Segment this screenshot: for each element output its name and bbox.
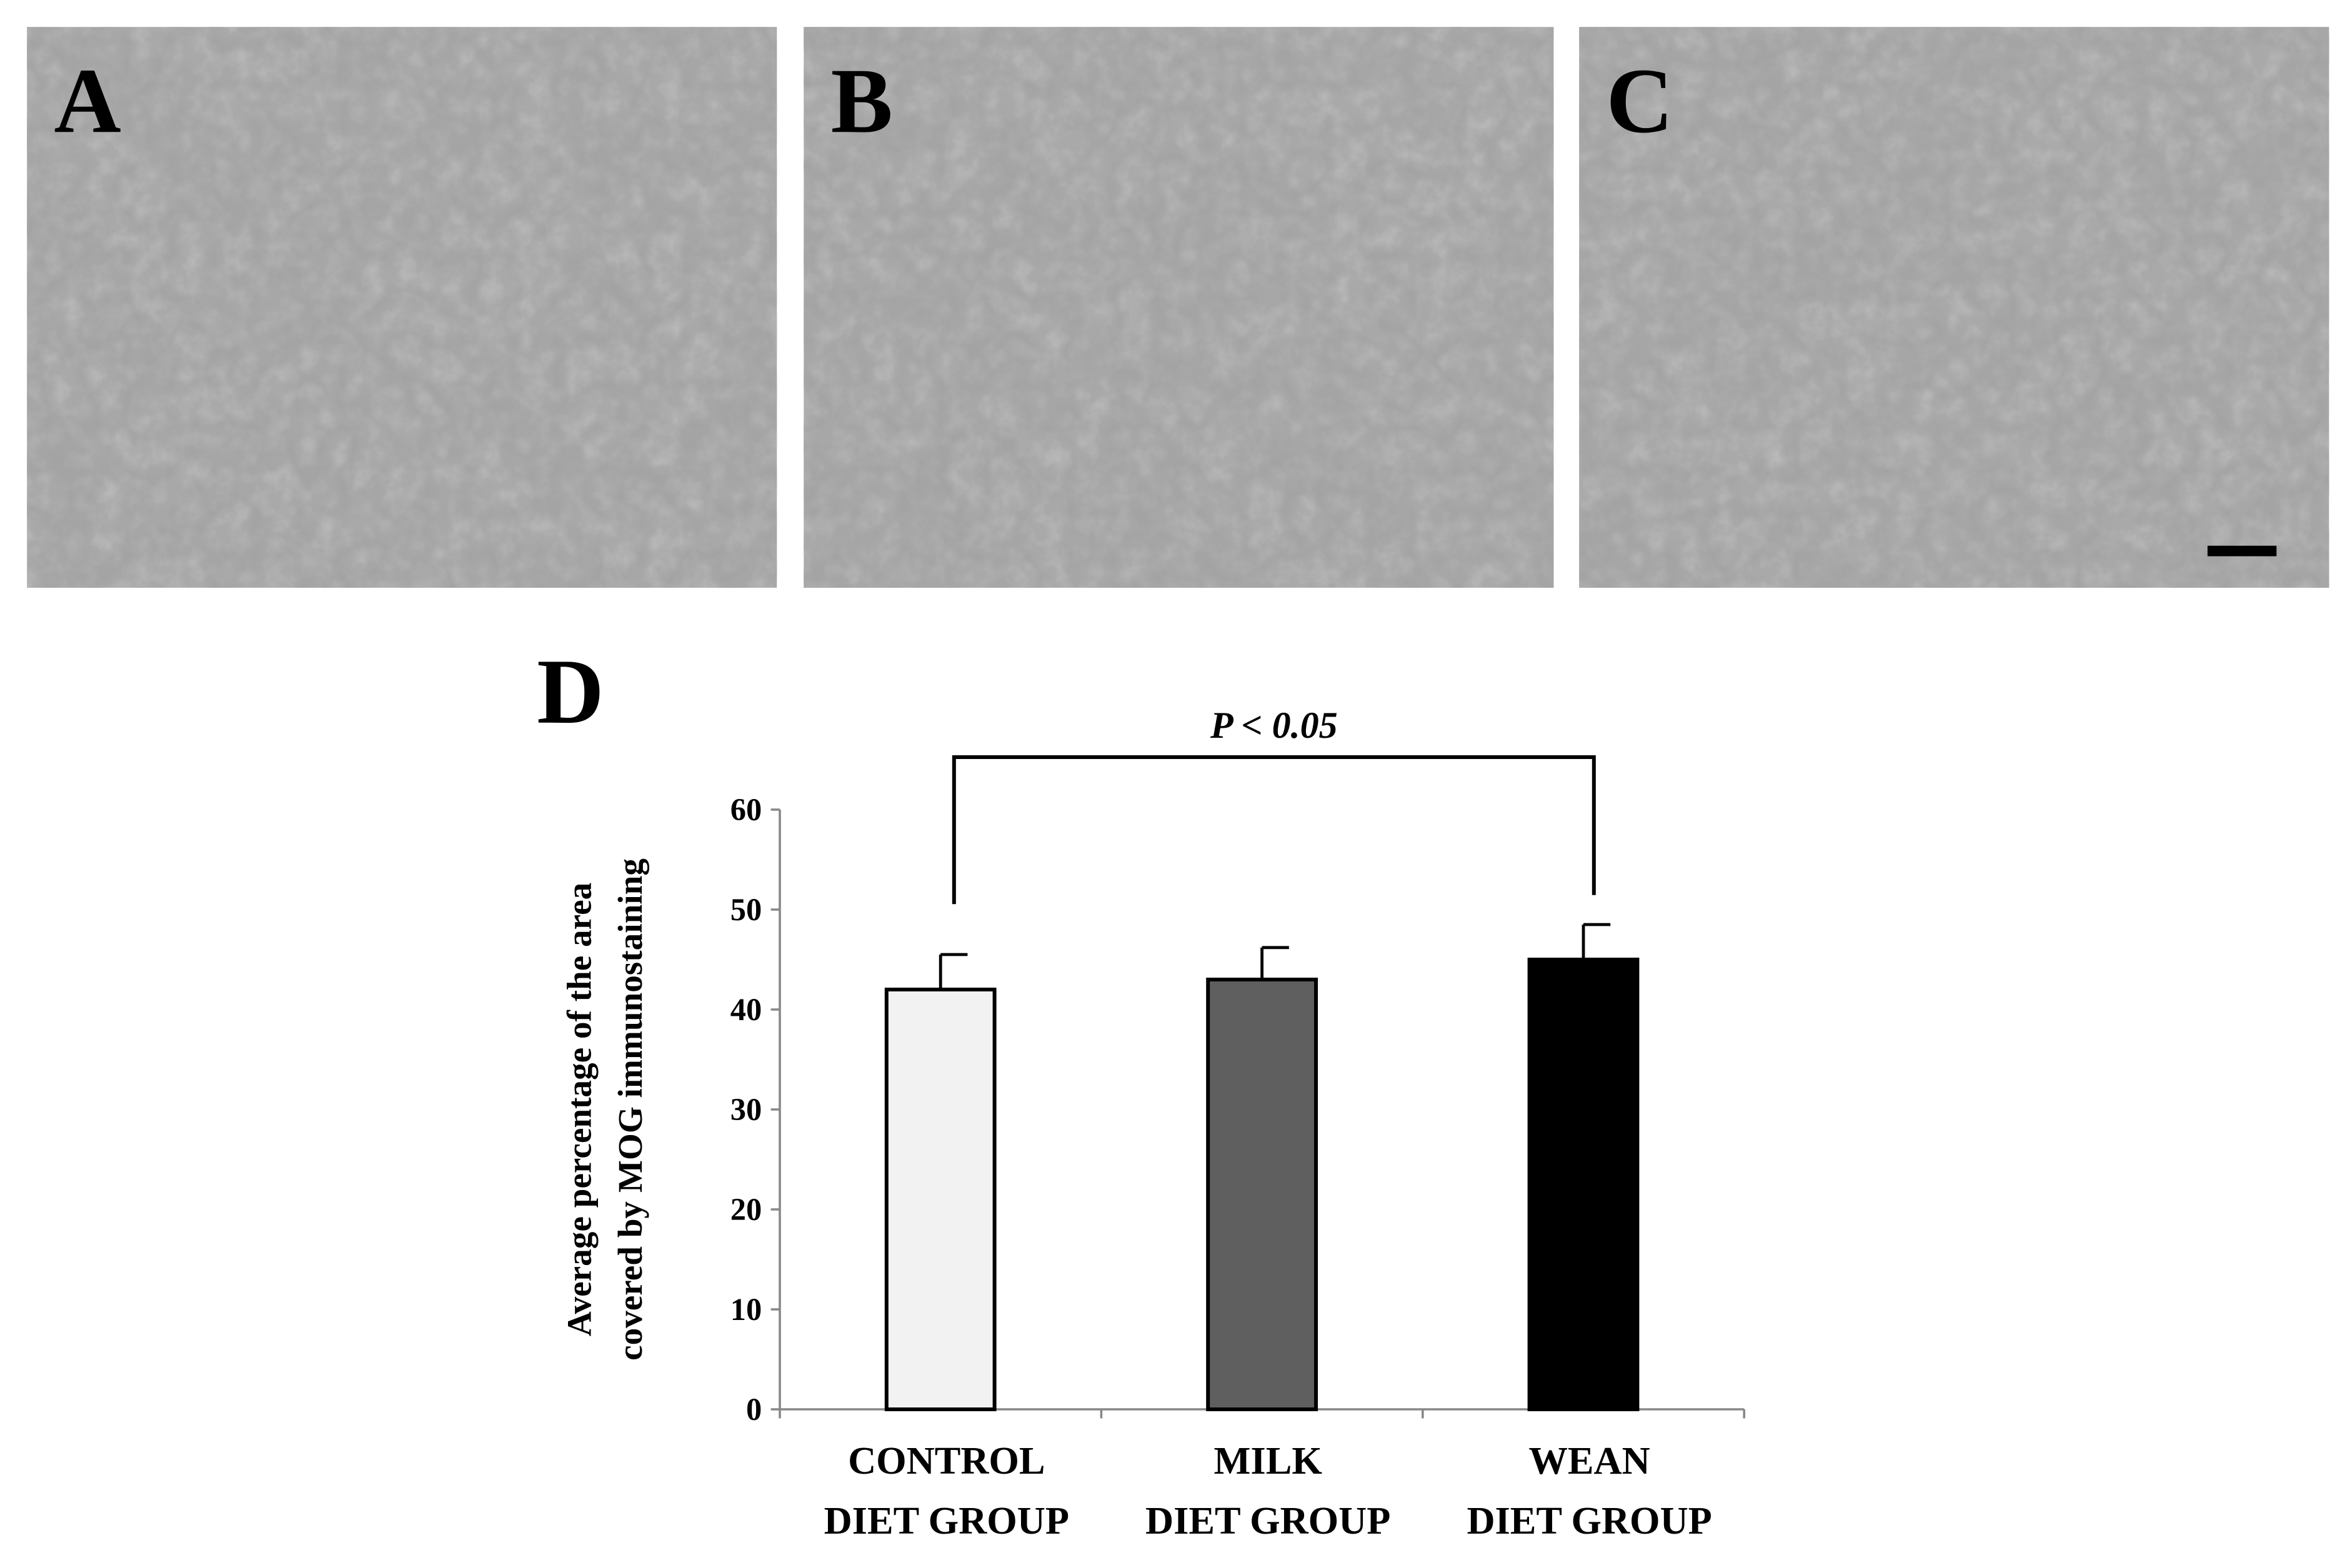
panel-label: B	[831, 49, 893, 152]
y-tick-label: 0	[746, 1392, 762, 1427]
scale-bar	[2207, 545, 2277, 557]
y-axis-label: Average percentage of the area	[561, 883, 599, 1336]
micrograph: C	[1579, 27, 2330, 588]
panel-label: C	[1606, 49, 1673, 152]
bar	[1206, 978, 1318, 1412]
x-tick-label: CONTROL	[848, 1439, 1045, 1482]
micrograph-texture	[27, 27, 777, 588]
x-tick-label: DIET GROUP	[1145, 1499, 1390, 1542]
bar	[884, 988, 997, 1412]
annotation: P < 0.05	[1210, 705, 1338, 746]
significance-bracket	[952, 755, 1596, 905]
y-tick-label: 60	[730, 792, 762, 827]
bar-chart: 0 10 20 30 40 50 60 CONTROL DIET GROUP MILK DIET G…	[561, 705, 1746, 1542]
y-tick-label: 50	[730, 892, 762, 927]
micrograph-texture	[1579, 27, 2330, 588]
x-tick-label: MILK	[1214, 1439, 1323, 1482]
x-tick-label: DIET GROUP	[824, 1499, 1069, 1542]
y-tick-label: 40	[730, 992, 762, 1027]
bar	[1527, 958, 1640, 1412]
micrograph: A	[27, 27, 777, 588]
y-tick-label: 10	[730, 1292, 762, 1327]
y-tick-label: 30	[730, 1092, 762, 1127]
x-tick-label: DIET GROUP	[1467, 1499, 1712, 1542]
y-tick-label: 20	[730, 1192, 762, 1227]
y-axis-label: covered by MOG immunostaining	[611, 858, 649, 1361]
panel-label: D	[537, 640, 604, 743]
micrograph: B	[804, 27, 1554, 588]
x-tick-label: WEAN	[1529, 1439, 1650, 1482]
micrograph-texture	[804, 27, 1554, 588]
micrographs: A B C	[27, 27, 2330, 588]
panel-label: A	[54, 49, 121, 152]
